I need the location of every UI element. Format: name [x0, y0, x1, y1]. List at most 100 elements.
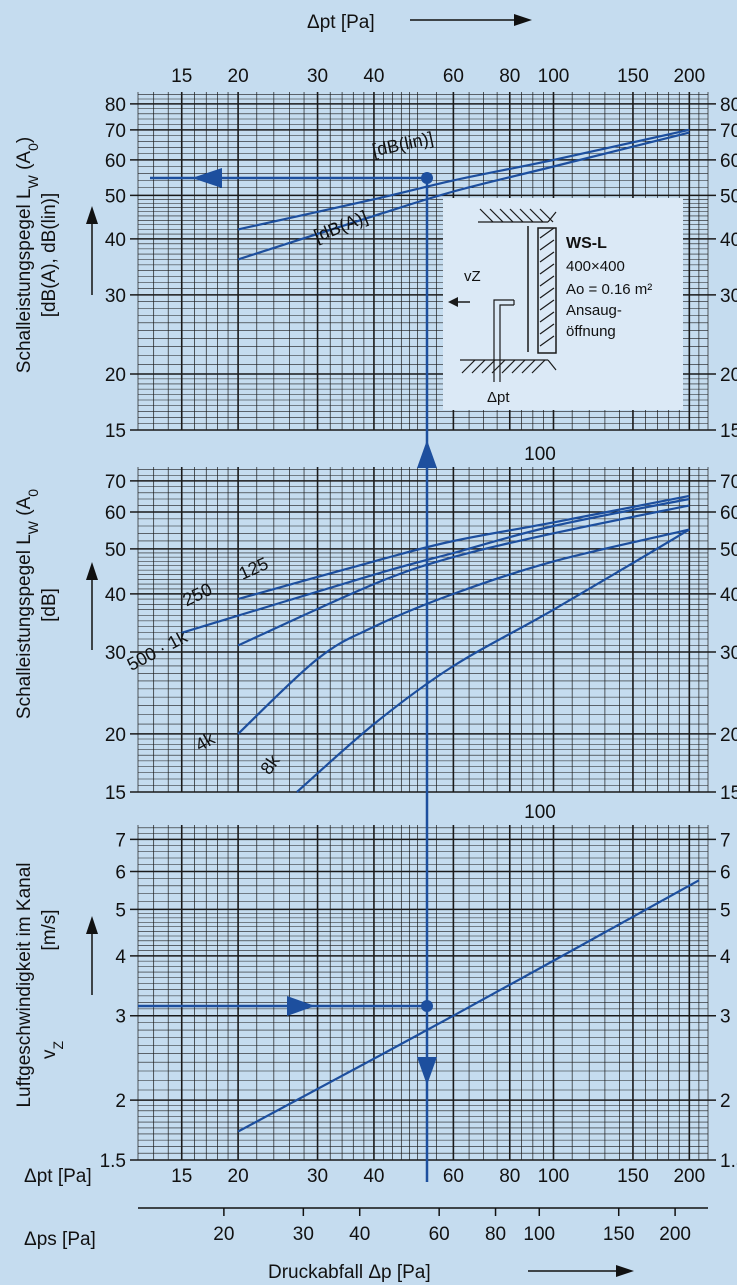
inset-opening-line2: öffnung	[566, 323, 616, 340]
top-x-tick-label: 30	[307, 66, 328, 87]
top-x-tick-label: 200	[673, 66, 705, 87]
y-tick-label-right: 40	[720, 230, 737, 251]
bottom-axes: Δpt [Pa] 15 20 30 40 60 80 100 150 200 Δps [Pa] …	[24, 1166, 708, 1283]
low-ylabel-arrow-icon	[86, 916, 98, 934]
y-tick-label-right: 50	[720, 540, 737, 561]
mid-ylabel-arrow-icon	[86, 562, 98, 580]
y-tick-label-right: 80	[720, 95, 737, 116]
reading-point-top	[421, 172, 433, 184]
top-x-tick-label: 15	[171, 66, 192, 87]
series-line	[237, 128, 690, 231]
bottom-ps-tick-labels: 20 30 40 60 80 100 150 200	[213, 1208, 691, 1245]
arrow-left-icon	[192, 168, 222, 188]
y-tick-label-left: 70	[105, 121, 126, 142]
y-tick-label-left: 2	[115, 1091, 126, 1112]
arrow-down-icon	[417, 1057, 437, 1085]
inset-opening-line1: Ansaug-	[566, 302, 622, 319]
y-tick-label-right: 7	[720, 830, 731, 851]
y-tick-label-left: 40	[105, 230, 126, 251]
top-ylabel-arrow-icon	[86, 206, 98, 224]
top-axis: Δpt [Pa] 15 20 30 40 60 80 100 150 200	[171, 12, 705, 87]
arrow-right-icon	[287, 996, 315, 1016]
bottom-pt-tick-labels: 15 20 30 40 60 80 100 150 200	[171, 1166, 705, 1187]
y-tick-label-left: 70	[105, 472, 126, 493]
bottom-ps-x-tick-label: 200	[659, 1224, 691, 1245]
top-x-tick-label: 20	[228, 66, 249, 87]
bottom-pt-x-tick-label: 80	[499, 1166, 520, 1187]
y-tick-label-right: 70	[720, 121, 737, 142]
y-tick-label-left: 50	[105, 186, 126, 207]
bottom-pt-unit-label: Δpt [Pa]	[24, 1166, 92, 1187]
series-line	[237, 504, 690, 647]
y-tick-label-left: 5	[115, 900, 126, 921]
bottom-ps-x-tick-label: 40	[349, 1224, 370, 1245]
inset-dp-label: Δpt	[487, 389, 510, 406]
bottom-ps-x-tick-label: 30	[293, 1224, 314, 1245]
panel-1-series	[237, 128, 690, 261]
top-x-tick-label: 100	[538, 66, 570, 87]
y-tick-label-right: 30	[720, 643, 737, 664]
top-ylabel-line2: [dB(A), dB(lin)]	[39, 193, 60, 318]
bottom-pt-x-tick-label: 30	[307, 1166, 328, 1187]
mid-ylabel-line2: [dB]	[39, 588, 60, 622]
y-tick-label-left: 60	[105, 151, 126, 172]
bottom-ps-x-tick-label: 60	[429, 1224, 450, 1245]
y-tick-label-left: 40	[105, 585, 126, 606]
y-tick-label-right: 4	[720, 947, 731, 968]
top-x-tick-label: 40	[363, 66, 384, 87]
reading-point-bottom	[421, 1000, 433, 1012]
y-tick-label-right: 20	[720, 365, 737, 386]
panel-3-series	[237, 879, 700, 1133]
y-tick-label-right: 15	[720, 783, 737, 804]
bottom-pt-x-tick-label: 200	[673, 1166, 705, 1187]
series-line	[237, 494, 690, 601]
y-tick-label-right: 70	[720, 472, 737, 493]
y-tick-label-left: 15	[105, 783, 126, 804]
duct-drawing	[460, 208, 557, 382]
y-tick-label-right: 20	[720, 725, 737, 746]
series-line	[296, 528, 690, 793]
reading-arrows	[192, 168, 437, 1085]
top-x-tick-label: 80	[499, 66, 520, 87]
y-tick-label-right: 50	[720, 186, 737, 207]
y-tick-label-left: 7	[115, 830, 126, 851]
panel-2-series	[181, 494, 690, 793]
y-tick-label-left: 80	[105, 95, 126, 116]
top-x-tick-label: 150	[617, 66, 649, 87]
bottom-pt-x-tick-label: 15	[171, 1166, 192, 1187]
bottom-pt-x-tick-label: 20	[228, 1166, 249, 1187]
bottom-ps-unit-label: Δps [Pa]	[24, 1229, 96, 1250]
bottom-ps-x-tick-label: 150	[603, 1224, 635, 1245]
panel-1-grid: 15 15 20 20 30 30 40 40 50 50 60 60 70 70 80 80	[105, 92, 737, 442]
y-tick-label-left: 1.5	[100, 1151, 126, 1172]
low-ylabel-line2: [m/s]	[39, 909, 60, 950]
y-tick-label-left: 20	[105, 365, 126, 386]
low-ylabel-line1: Luftgeschwindigkeit im Kanal	[14, 862, 35, 1107]
y-tick-label-right: 60	[720, 151, 737, 172]
y-tick-label-right: 15	[720, 421, 737, 442]
top-tick-labels: 15 20 30 40 60 80 100 150 200	[171, 66, 705, 87]
y-tick-label-left: 60	[105, 503, 126, 524]
panel-3-grid: 1.5 1.5 2 2 3 3 4 4 5 5 6 6 7 7	[100, 825, 737, 1172]
y-tick-label-left: 15	[105, 421, 126, 442]
inset-area: Ao = 0.16 m²	[566, 281, 652, 298]
y-tick-label-left: 50	[105, 540, 126, 561]
mid-panel-top-label: 100	[524, 444, 556, 465]
bottom-pt-x-tick-label: 60	[443, 1166, 464, 1187]
top-axis-arrow-icon	[514, 14, 532, 26]
series-line	[237, 879, 700, 1133]
series-line	[237, 528, 690, 735]
y-tick-label-right: 3	[720, 1007, 731, 1028]
bottom-ps-x-tick-label: 80	[485, 1224, 506, 1245]
bottom-pt-x-tick-label: 150	[617, 1166, 649, 1187]
bottom-ps-x-tick-label: 100	[523, 1224, 555, 1245]
inset-vz-label: vZ	[464, 268, 481, 285]
bottom-pt-x-tick-label: 100	[538, 1166, 570, 1187]
low-panel-top-label: 100	[524, 802, 556, 823]
panel-2-grid: 15 15 20 20 30 30 40 40 50 50 60 60 70 70	[105, 467, 737, 804]
y-tick-label-left: 3	[115, 1007, 126, 1028]
bottom-axis-arrow-icon	[616, 1265, 634, 1277]
series-line	[237, 131, 690, 261]
top-axis-label: Δpt [Pa]	[307, 12, 375, 33]
